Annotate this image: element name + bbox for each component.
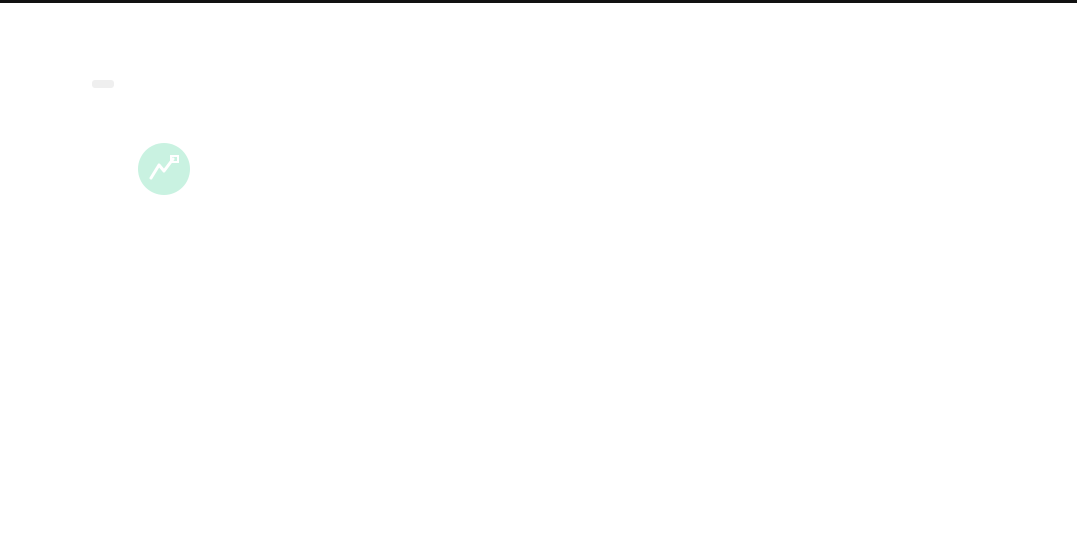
legend-item-btc-usd[interactable] <box>494 497 525 500</box>
legend-dash-btc-usd <box>494 497 516 500</box>
legend-dash-mining-costs <box>436 497 458 500</box>
legend-item-mining-costs[interactable] <box>436 497 467 500</box>
window-top-edge <box>0 0 1077 3</box>
legend-item-ratio-ma[interactable] <box>610 497 641 500</box>
chart-toolbar <box>85 72 114 96</box>
legend-dash-ratio-ma <box>610 497 632 500</box>
chart-legend <box>0 497 1077 500</box>
legend-item-ratio[interactable] <box>552 497 583 500</box>
legend-dash-ratio <box>552 497 574 500</box>
change-range-button[interactable] <box>92 80 114 88</box>
